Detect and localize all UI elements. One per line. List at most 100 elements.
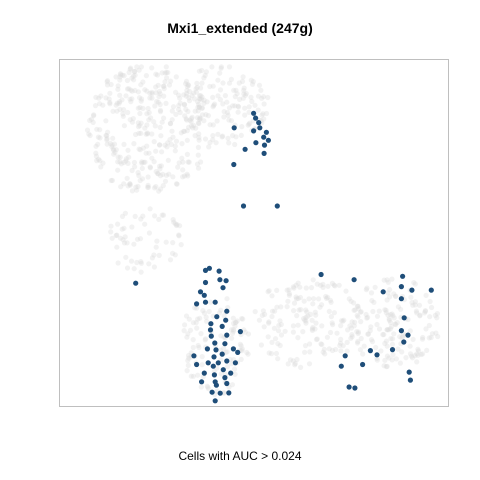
background-cell-point (136, 146, 142, 152)
background-cell-point (138, 130, 144, 136)
highlighted-cell-point (199, 379, 205, 385)
background-cell-point (141, 159, 147, 165)
background-cell-point (390, 352, 396, 358)
highlighted-cell-point (398, 328, 404, 334)
background-cell-point (234, 91, 240, 97)
background-cell-point (147, 90, 153, 96)
background-cell-point (160, 212, 167, 218)
background-cell-point (129, 96, 135, 102)
highlighted-cell-point (197, 289, 204, 295)
background-cell-point (229, 335, 235, 341)
background-cell-point (409, 299, 415, 306)
background-cell-point (290, 323, 296, 329)
background-cell-point (117, 154, 123, 160)
background-cell-point (172, 221, 178, 227)
background-cell-point (189, 93, 195, 99)
background-cell-point (125, 160, 131, 166)
background-cell-point (220, 80, 226, 86)
background-cell-point (160, 171, 166, 177)
background-cell-point (128, 258, 135, 264)
background-cell-point (196, 116, 202, 123)
background-cell-point (157, 142, 163, 148)
highlighted-cell-point (342, 353, 348, 359)
highlighted-cell-point (133, 280, 139, 286)
background-cell-point (173, 181, 180, 187)
background-cell-point (157, 163, 163, 169)
highlighted-cell-point (274, 203, 280, 209)
background-cell-point (115, 154, 121, 160)
background-cell-point (118, 161, 124, 167)
background-cell-point (275, 328, 282, 334)
background-cell-point (382, 357, 388, 363)
background-cell-point (327, 297, 333, 303)
background-cell-point (137, 236, 144, 242)
background-cell-point (361, 343, 367, 349)
background-cell-point (149, 91, 155, 97)
background-cell-point (194, 115, 201, 121)
background-cell-point (107, 101, 113, 107)
background-cell-point (302, 317, 308, 323)
background-cells (84, 64, 441, 398)
background-cell-point (395, 346, 401, 352)
background-cell-point (426, 322, 432, 329)
background-cell-point (183, 106, 189, 112)
background-cell-point (301, 316, 307, 322)
background-cell-point (239, 78, 246, 84)
background-cell-point (111, 147, 117, 153)
background-cell-point (133, 184, 139, 190)
background-cell-point (354, 340, 361, 346)
background-cell-point (278, 321, 284, 328)
background-cell-point (194, 84, 200, 91)
background-cell-point (370, 308, 376, 315)
background-cell-point (183, 116, 189, 122)
highlighted-cell-point (405, 332, 411, 338)
background-cell-point (303, 307, 309, 313)
background-cell-point (180, 159, 186, 165)
background-cell-point (137, 177, 143, 184)
background-cell-point (398, 306, 404, 312)
highlighted-cell-point (237, 329, 243, 335)
background-cell-point (184, 117, 190, 123)
background-cell-point (246, 109, 252, 115)
background-cell-point (204, 318, 210, 324)
background-cell-point (95, 134, 101, 140)
background-cell-point (276, 322, 282, 329)
background-cell-point (161, 115, 167, 121)
highlighted-cell-point (219, 323, 225, 329)
background-cell-point (373, 344, 379, 351)
background-cell-point (149, 65, 155, 71)
background-cell-point (293, 296, 300, 302)
background-cell-point (145, 184, 152, 190)
background-cell-point (145, 174, 151, 180)
background-cell-point (309, 317, 315, 323)
highlighted-cell-point (208, 321, 214, 327)
background-cell-point (381, 331, 387, 338)
background-cell-point (259, 112, 265, 118)
background-cell-point (155, 170, 161, 176)
background-cell-point (206, 308, 212, 315)
background-cell-point (310, 301, 316, 307)
background-cell-point (96, 95, 102, 101)
background-cell-point (196, 344, 202, 351)
background-cell-point (110, 108, 116, 114)
background-cell-point (108, 223, 114, 229)
background-cell-point (123, 158, 129, 164)
background-cell-point (203, 314, 209, 320)
background-cell-point (329, 347, 336, 354)
background-cell-point (385, 290, 391, 296)
background-cell-point (100, 102, 106, 108)
background-cell-point (355, 303, 361, 309)
background-cell-point (135, 124, 142, 130)
background-cell-point (135, 170, 141, 176)
background-cell-point (389, 276, 395, 282)
background-cell-point (374, 357, 380, 363)
background-cell-point (138, 216, 144, 222)
background-cell-point (229, 382, 235, 388)
background-cell-point (395, 304, 401, 310)
background-cell-point (195, 108, 201, 114)
background-cell-point (426, 335, 432, 341)
background-cell-point (159, 149, 165, 155)
background-cell-point (326, 308, 332, 314)
background-cell-point (230, 315, 236, 321)
background-cell-point (226, 64, 233, 70)
